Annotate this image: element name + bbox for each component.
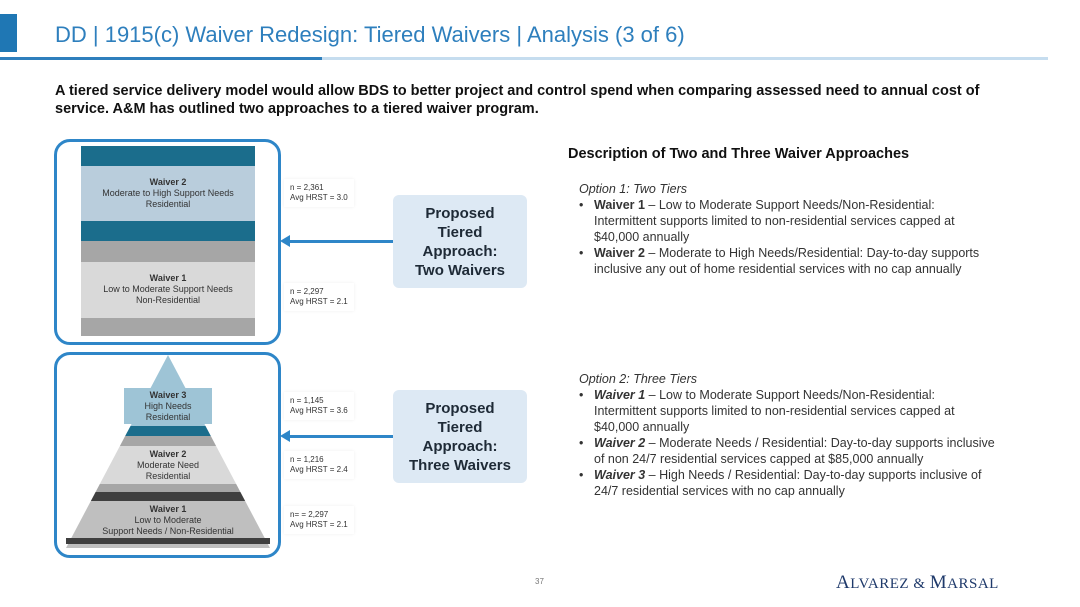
waiver2-block: Waiver 2 Moderate to High Support Needs …	[81, 166, 255, 221]
waiver2-name: Waiver 2	[149, 177, 187, 187]
band-dark	[66, 426, 270, 436]
pyramid-base	[66, 538, 270, 544]
stat-hrst: Avg HRST = 3.0	[290, 193, 348, 202]
bullet-icon: •	[579, 388, 584, 402]
option2-block: Option 2: Three Tiers • Waiver 1 – Low to…	[579, 371, 999, 499]
band-dark	[81, 221, 255, 241]
approach-two-waivers: Proposed Tiered Approach: Two Waivers	[393, 195, 527, 288]
stat-two-waiver1: n = 2,297 Avg HRST = 2.1	[284, 283, 354, 311]
arrow-left-icon	[280, 235, 290, 247]
arrow-left-icon	[280, 430, 290, 442]
two-tier-frame	[54, 139, 281, 345]
page-subtitle: A tiered service delivery model would al…	[55, 83, 980, 117]
waiver2-line2: Residential	[145, 199, 191, 209]
waiver1-line2: Non-Residential	[135, 295, 201, 305]
waiver2-line1: Moderate to High Support Needs	[102, 188, 234, 198]
list-item: • Waiver 2 – Moderate Needs / Residential…	[579, 436, 995, 466]
approach-three-waivers: Proposed Tiered Approach: Three Waivers	[393, 390, 527, 483]
option1-block: Option 1: Two Tiers • Waiver 1 – Low to M…	[579, 181, 999, 277]
band-gray	[66, 436, 270, 446]
company-logo: ALVAREZ & MARSAL	[836, 572, 999, 593]
bullet-icon: •	[579, 436, 584, 450]
two-tier-stack: Waiver 2 Moderate to High Support Needs …	[81, 146, 255, 336]
bullet-icon: •	[579, 468, 584, 482]
bullet-icon: •	[579, 246, 584, 260]
page-title: DD | 1915(c) Waiver Redesign: Tiered Wai…	[55, 22, 685, 47]
arrow-line	[289, 435, 393, 438]
stat-three-waiver2: n = 1,216 Avg HRST = 2.4	[284, 451, 354, 479]
stat-hrst: Avg HRST = 2.4	[290, 465, 348, 474]
page-number: 37	[535, 577, 544, 586]
stat-three-waiver1: n= = 2,297 Avg HRST = 2.1	[284, 506, 354, 534]
waiver3-label-bg	[124, 388, 212, 424]
stat-two-waiver2: n = 2,361 Avg HRST = 3.0	[284, 179, 354, 207]
list-item: • Waiver 1 – Low to Moderate Support Need…	[579, 388, 955, 434]
description-title: Description of Two and Three Waiver Appr…	[568, 146, 910, 162]
stat-n: n = 2,297	[290, 287, 324, 296]
stat-hrst: Avg HRST = 2.1	[290, 520, 348, 529]
band-gray	[66, 484, 270, 492]
waiver2-label: Waiver 2 Moderate Need Residential	[136, 449, 200, 481]
bullet-icon: •	[579, 198, 584, 212]
waiver1-name: Waiver 1	[149, 273, 187, 283]
option1-heading: Option 1: Two Tiers	[579, 182, 688, 196]
list-item: • Waiver 3 – High Needs / Residential: Da…	[579, 468, 982, 498]
stat-n: n= = 2,297	[290, 510, 329, 519]
waiver1-label: Waiver 1 Low to Moderate Support Needs /…	[102, 504, 234, 536]
waiver1-line1: Low to Moderate Support Needs	[103, 284, 233, 294]
band-gray	[81, 318, 255, 336]
arrow-line	[289, 240, 393, 243]
band-darkgray	[66, 492, 270, 501]
stat-hrst: Avg HRST = 2.1	[290, 297, 348, 306]
stat-n: n = 2,361	[290, 183, 324, 192]
band-dark	[81, 146, 255, 166]
waiver3-label: Waiver 3 High Needs Residential	[144, 390, 192, 422]
list-item: • Waiver 1 – Low to Moderate Support Need…	[579, 198, 955, 244]
list-item: • Waiver 2 – Moderate to High Needs/Resid…	[579, 246, 980, 276]
title-divider	[0, 57, 1048, 60]
option2-heading: Option 2: Three Tiers	[579, 372, 697, 386]
three-tier-frame	[54, 352, 281, 558]
stat-n: n = 1,216	[290, 455, 324, 464]
stat-n: n = 1,145	[290, 396, 324, 405]
stat-hrst: Avg HRST = 3.6	[290, 406, 348, 415]
waiver1-block: Waiver 1 Low to Moderate Support Needs N…	[81, 262, 255, 318]
title-divider-accent	[0, 57, 322, 60]
title-accent-bar	[0, 14, 17, 52]
stat-three-waiver3: n = 1,145 Avg HRST = 3.6	[284, 392, 354, 420]
band-gray	[81, 241, 255, 262]
